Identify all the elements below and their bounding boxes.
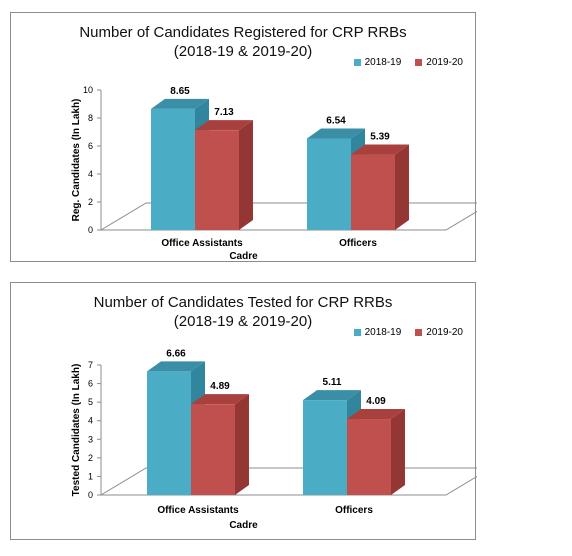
legend-swatch-2018-19 — [353, 329, 361, 336]
data-label: 7.13 — [214, 107, 234, 118]
legend-item-2019-20: 2019-20 — [415, 327, 463, 338]
x-axis-label: Cadre — [229, 251, 258, 262]
y-tick-label: 7 — [88, 360, 93, 370]
bar-side — [395, 144, 409, 230]
bar-top — [303, 390, 361, 401]
y-tick-label: 2 — [88, 453, 93, 463]
bar-side — [391, 409, 405, 495]
chart-subtitle: (2018-19 & 2019-20) — [173, 313, 313, 330]
data-label: 6.66 — [166, 348, 186, 359]
legend-label: 2018-19 — [364, 57, 402, 68]
bar-top — [151, 98, 209, 109]
chart-title: Number of Candidates Tested for CRP RRBs — [93, 294, 393, 311]
bar-top — [195, 120, 253, 131]
x-tick-label: Office Assistants — [161, 238, 243, 249]
bar — [147, 371, 191, 495]
y-tick-label: 10 — [83, 85, 93, 95]
data-label: 4.89 — [210, 381, 230, 392]
chart-registered: Number of Candidates Registered for CRP … — [10, 12, 477, 262]
y-tick-label: 1 — [88, 471, 93, 481]
legend-item-2018-19: 2018-19 — [353, 327, 402, 338]
data-label: 8.65 — [170, 86, 190, 97]
bar-top — [307, 128, 365, 139]
y-tick-label: 3 — [88, 434, 93, 444]
chart-legend: 2018-19 2019-20 — [353, 57, 463, 68]
bar-top — [191, 394, 249, 405]
chart-title: Number of Candidates Registered for CRP … — [79, 24, 407, 41]
chart-tested: Number of Candidates Tested for CRP RRBs… — [10, 282, 477, 540]
bar — [307, 138, 351, 230]
bar-top — [147, 361, 205, 372]
legend-swatch-2018-19 — [353, 59, 361, 66]
y-axis-label: Reg. Candidates (In Lakh) — [71, 99, 82, 222]
data-label: 4.09 — [366, 396, 386, 407]
y-tick-label: 0 — [88, 225, 93, 235]
legend-label: 2018-19 — [364, 327, 402, 338]
legend-item-2019-20: 2019-20 — [415, 57, 463, 68]
data-label: 6.54 — [326, 115, 346, 126]
x-tick-label: Officers — [339, 238, 377, 249]
bar-side — [235, 394, 249, 495]
bar — [303, 400, 347, 495]
bar — [195, 130, 239, 230]
legend-item-2018-19: 2018-19 — [353, 57, 402, 68]
y-tick-label: 8 — [88, 113, 93, 123]
legend-swatch-2019-20 — [415, 329, 423, 336]
bar — [351, 154, 395, 230]
legend-label: 2019-20 — [426, 327, 463, 338]
bar — [151, 108, 195, 230]
data-label: 5.11 — [323, 377, 342, 388]
chart-plot: 0 1 2 3 4 5 6 7 Tested Candidates (In Lakh) 6.66 4… — [71, 348, 477, 531]
x-axis-label: Cadre — [229, 520, 258, 531]
bar — [191, 404, 235, 495]
y-tick-label: 4 — [88, 169, 93, 179]
x-tick-label: Office Assistants — [157, 505, 239, 516]
legend-swatch-2019-20 — [415, 59, 423, 66]
bar-side — [239, 120, 253, 230]
bar-top — [347, 409, 405, 420]
y-tick-label: 4 — [88, 416, 93, 426]
chart-legend: 2018-19 2019-20 — [353, 327, 463, 338]
bar — [347, 419, 391, 495]
y-tick-label: 6 — [88, 141, 93, 151]
bar-top — [351, 144, 409, 155]
y-tick-label: 5 — [88, 397, 93, 407]
x-tick-label: Officers — [335, 505, 373, 516]
y-tick-label: 0 — [88, 490, 93, 500]
data-label: 5.39 — [370, 132, 390, 143]
legend-label: 2019-20 — [426, 57, 463, 68]
y-tick-label: 6 — [88, 379, 93, 389]
chart-subtitle: (2018-19 & 2019-20) — [173, 43, 313, 60]
y-axis-label: Tested Candidates (In Lakh) — [71, 364, 82, 497]
y-tick-label: 2 — [88, 197, 93, 207]
